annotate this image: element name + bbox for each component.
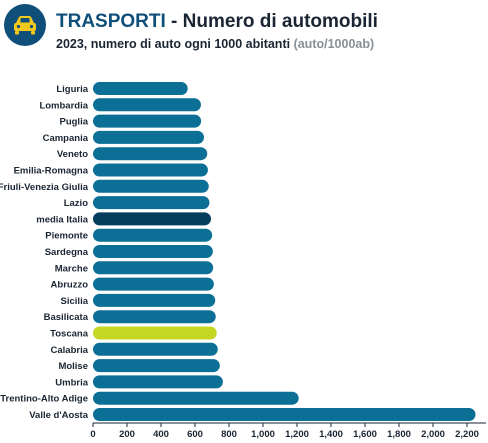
category-label-toscana: Toscana xyxy=(50,329,89,340)
bar-sicilia xyxy=(93,293,216,307)
x-tick-label: 2,000 xyxy=(421,429,445,440)
x-tick-label: 600 xyxy=(187,429,203,440)
x-tick-label: 1,200 xyxy=(285,429,309,440)
x-tick-label: 1,800 xyxy=(387,429,411,440)
bar-lazio xyxy=(93,196,210,210)
bar-toscana xyxy=(93,326,217,340)
category-label-sicilia: Sicilia xyxy=(61,296,89,307)
subtitle-text: 2023, numero di auto ogni 1000 abitanti xyxy=(56,37,294,51)
x-axis-ticks: 0 200 400 600 800 1,000 1,200 1,400 1,600 1,800 2,… xyxy=(90,423,479,440)
category-label-umbria: Umbria xyxy=(55,377,88,388)
bar-piemonte xyxy=(93,228,213,242)
category-badge xyxy=(4,4,46,46)
bar-media-italia xyxy=(93,212,211,226)
category-label-basilicata: Basilicata xyxy=(44,312,89,323)
category-label-abruzzo: Abruzzo xyxy=(51,280,89,291)
bar-abruzzo xyxy=(93,277,214,291)
category-label-emilia-romagna: Emilia-Romagna xyxy=(14,166,89,177)
category-label-puglia: Puglia xyxy=(59,117,88,128)
x-tick-label: 1,000 xyxy=(251,429,275,440)
bar-trentino-alto-adige xyxy=(93,391,299,405)
bar-calabria xyxy=(93,342,218,356)
x-tick-label: 0 xyxy=(90,429,95,440)
x-tick-label: 800 xyxy=(221,429,237,440)
x-tick-label: 200 xyxy=(119,429,135,440)
category-label-trentino-alto-adige: Trentino-Alto Adige xyxy=(0,394,88,405)
category-label-liguria: Liguria xyxy=(56,84,88,95)
bar-liguria xyxy=(93,82,188,95)
car-icon xyxy=(14,16,36,35)
chart-subtitle: 2023, numero di auto ogni 1000 abitanti … xyxy=(56,37,374,51)
category-label-lombardia: Lombardia xyxy=(39,100,88,111)
bar-lombardia xyxy=(93,98,201,112)
category-label-marche: Marche xyxy=(55,263,88,274)
x-tick-label: 1,400 xyxy=(319,429,343,440)
category-label-valle-d-aosta: Valle d'Aosta xyxy=(29,410,88,421)
subtitle-unit: (auto/1000ab) xyxy=(293,37,375,51)
x-tick-label: 400 xyxy=(153,429,169,440)
bar-molise xyxy=(93,359,220,373)
chart-title: TRASPORTI - Numero di automobili xyxy=(56,11,378,33)
x-tick-label: 2,200 xyxy=(455,429,479,440)
bar-puglia xyxy=(93,114,202,128)
bar-emilia-romagna xyxy=(93,163,208,177)
category-label-molise: Molise xyxy=(58,361,88,372)
bar-umbria xyxy=(93,375,223,389)
bar-friuli-venezia-giulia xyxy=(93,179,209,193)
title-text: - Numero di automobili xyxy=(165,11,378,32)
bar-basilicata xyxy=(93,310,216,324)
category-label-media-italia: media Italia xyxy=(36,214,88,225)
bar-veneto xyxy=(93,147,208,161)
bars xyxy=(93,82,476,421)
category-label-campania: Campania xyxy=(43,133,89,144)
bar-campania xyxy=(93,130,205,144)
category-labels: Liguria Lombardia Puglia Campania Veneto Emil… xyxy=(0,84,89,421)
category-label-veneto: Veneto xyxy=(57,149,88,160)
category-label-piemonte: Piemonte xyxy=(45,231,88,242)
bar-valle-d-aosta xyxy=(93,408,476,421)
category-label-friuli-venezia-giulia: Friuli-Venezia Giulia xyxy=(0,182,89,193)
bar-sardegna xyxy=(93,245,213,258)
category-label-lazio: Lazio xyxy=(64,198,88,209)
title-category: TRASPORTI xyxy=(56,11,166,32)
chart-header: TRASPORTI - Numero di automobili 2023, n… xyxy=(0,0,488,58)
bar-marche xyxy=(93,261,214,275)
x-tick-label: 1,600 xyxy=(353,429,377,440)
category-label-sardegna: Sardegna xyxy=(45,247,89,258)
category-label-calabria: Calabria xyxy=(51,345,89,356)
